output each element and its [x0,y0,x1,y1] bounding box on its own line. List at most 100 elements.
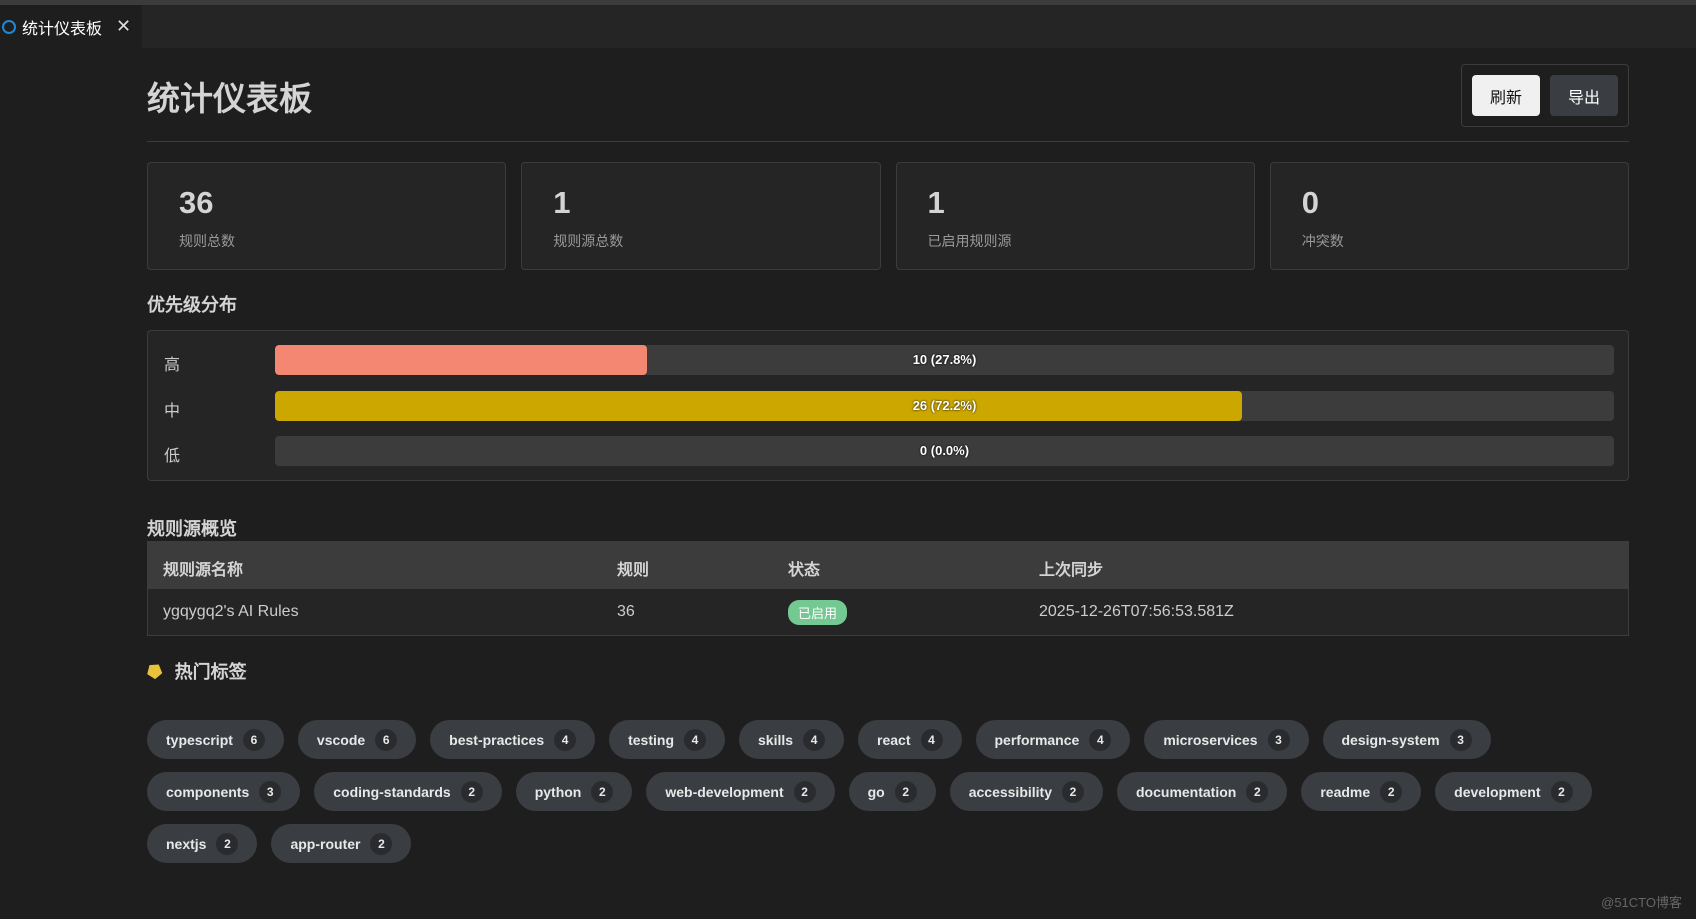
tag-chip[interactable]: typescript 6 [147,720,284,759]
tag-count: 3 [259,780,282,803]
stat-cards: 36 规则总数 1 规则源总数 1 已启用规则源 0 冲突数 [147,162,1629,270]
stat-card-sources: 1 规则源总数 [521,162,881,270]
tag-chip[interactable]: testing 4 [609,720,725,759]
priority-bar-text: 26 (72.2%) [912,398,977,413]
tag-name: web-development [665,783,784,800]
tag-count: 2 [793,780,816,803]
priority-bar-text: 10 (27.8%) [912,352,977,367]
tag-count: 2 [1550,780,1573,803]
tag-count: 4 [920,728,943,751]
stat-label: 已启用规则源 [927,233,1012,249]
tag-chip[interactable]: coding-standards 2 [314,772,502,811]
watermark: @51CTO博客 [1601,895,1682,910]
tag-count: 6 [375,728,398,751]
tag-name: skills [758,731,794,748]
priority-row-low: 低 0 (0.0%) [148,436,1628,466]
page-title: 统计仪表板 [147,80,312,117]
tag-chip[interactable]: nextjs 2 [147,824,258,863]
tag-name: accessibility [968,783,1052,800]
tag-count: 2 [370,832,393,855]
tag-name: testing [628,731,674,748]
close-icon[interactable]: ✕ [116,16,132,36]
source-rules: 36 [617,603,635,620]
stat-value: 1 [553,185,571,220]
tag-chip[interactable]: go 2 [848,772,936,811]
tags-heading: ⬟ 热门标签 [142,658,247,684]
tag-name: best-practices [449,731,545,748]
tag-count: 6 [242,728,265,751]
tags-title: 热门标签 [174,662,247,682]
priority-label: 低 [164,448,181,465]
tab-title: 统计仪表板 [22,20,103,38]
col-last-sync: 上次同步 [1039,562,1104,579]
tag-chip[interactable]: app-router 2 [271,824,412,863]
tag-name: vscode [316,731,366,748]
rules-icon [2,19,16,34]
refresh-button[interactable]: 刷新 [1472,75,1540,116]
tab-bar: 统计仪表板 ✕ [0,5,1696,48]
priority-row-medium: 中 26 (72.2%) [148,391,1628,421]
tag-count: 2 [460,780,483,803]
tag-chip[interactable]: performance 4 [975,720,1131,759]
tag-count: 2 [591,780,614,803]
toolbar: 刷新 导出 [1461,64,1629,127]
tag-count: 4 [554,728,577,751]
tab-dashboard[interactable]: 统计仪表板 ✕ [0,5,142,48]
priority-bar-fill [275,345,648,375]
priority-panel: 高 10 (27.8%) 中 26 (72.2%) 低 0 (0.0%) [147,330,1629,481]
tag-chip[interactable]: python 2 [515,772,633,811]
tag-name: nextjs [166,835,207,852]
tag-count: 4 [684,728,706,751]
tag-chip[interactable]: web-development 2 [646,772,835,811]
tag-chip[interactable]: best-practices 4 [430,720,596,759]
tag-chip[interactable]: vscode 6 [297,720,417,759]
tag-name: go [867,783,885,800]
tag-chip[interactable]: development 2 [1435,772,1592,811]
tag-list: typescript 6 vscode 6 best-practices 4 testing… [147,720,1629,863]
tag-chip[interactable]: skills 4 [739,720,845,759]
tag-name: performance [994,731,1080,748]
priority-label: 高 [164,357,181,374]
tag-chip[interactable]: components 3 [147,772,301,811]
tag-name: coding-standards [333,783,451,800]
tag-count: 3 [1449,728,1472,751]
tag-count: 2 [1246,780,1269,803]
status-badge: 已启用 [788,600,848,625]
tag-count: 2 [1380,780,1403,803]
tag-chip[interactable]: microservices 3 [1144,720,1309,759]
priority-bar-track: 26 (72.2%) [275,391,1614,421]
tag-count: 4 [1089,728,1112,751]
tag-chip[interactable]: documentation 2 [1117,772,1288,811]
tag-chip[interactable]: readme 2 [1301,772,1422,811]
tag-chip[interactable]: accessibility 2 [949,772,1103,811]
tag-name: documentation [1136,783,1237,800]
tag-name: readme [1320,783,1371,800]
col-rules: 规则 [617,562,650,579]
divider [147,141,1629,142]
tag-count: 3 [1267,728,1290,751]
priority-bar-text: 0 (0.0%) [919,443,970,458]
tag-count: 2 [1062,780,1084,803]
table-row[interactable]: ygqygq2's AI Rules 36 已启用 2025-12-26T07:… [148,589,1628,635]
priority-bar-fill [275,391,1242,421]
tag-name: development [1454,783,1541,800]
col-name: 规则源名称 [163,562,244,579]
priority-row-high: 高 10 (27.8%) [148,345,1628,375]
tag-icon: ⬟ [142,657,167,684]
priority-bar-track: 0 (0.0%) [275,436,1614,466]
stat-value: 1 [927,185,945,220]
stat-card-conflicts: 0 冲突数 [1269,162,1629,270]
stat-label: 冲突数 [1301,233,1344,249]
tag-name: microservices [1163,731,1258,748]
tag-name: components [166,783,250,800]
tag-name: typescript [166,731,233,748]
tag-chip[interactable]: design-system 3 [1322,720,1491,759]
tag-chip[interactable]: react 4 [858,720,962,759]
tag-name: app-router [290,835,361,852]
stat-value: 36 [179,185,214,220]
tag-name: design-system [1341,731,1440,748]
source-name: ygqygq2's AI Rules [163,603,299,620]
export-button[interactable]: 导出 [1550,75,1618,116]
source-last-sync: 2025-12-26T07:56:53.581Z [1039,603,1234,620]
tag-name: python [534,783,582,800]
